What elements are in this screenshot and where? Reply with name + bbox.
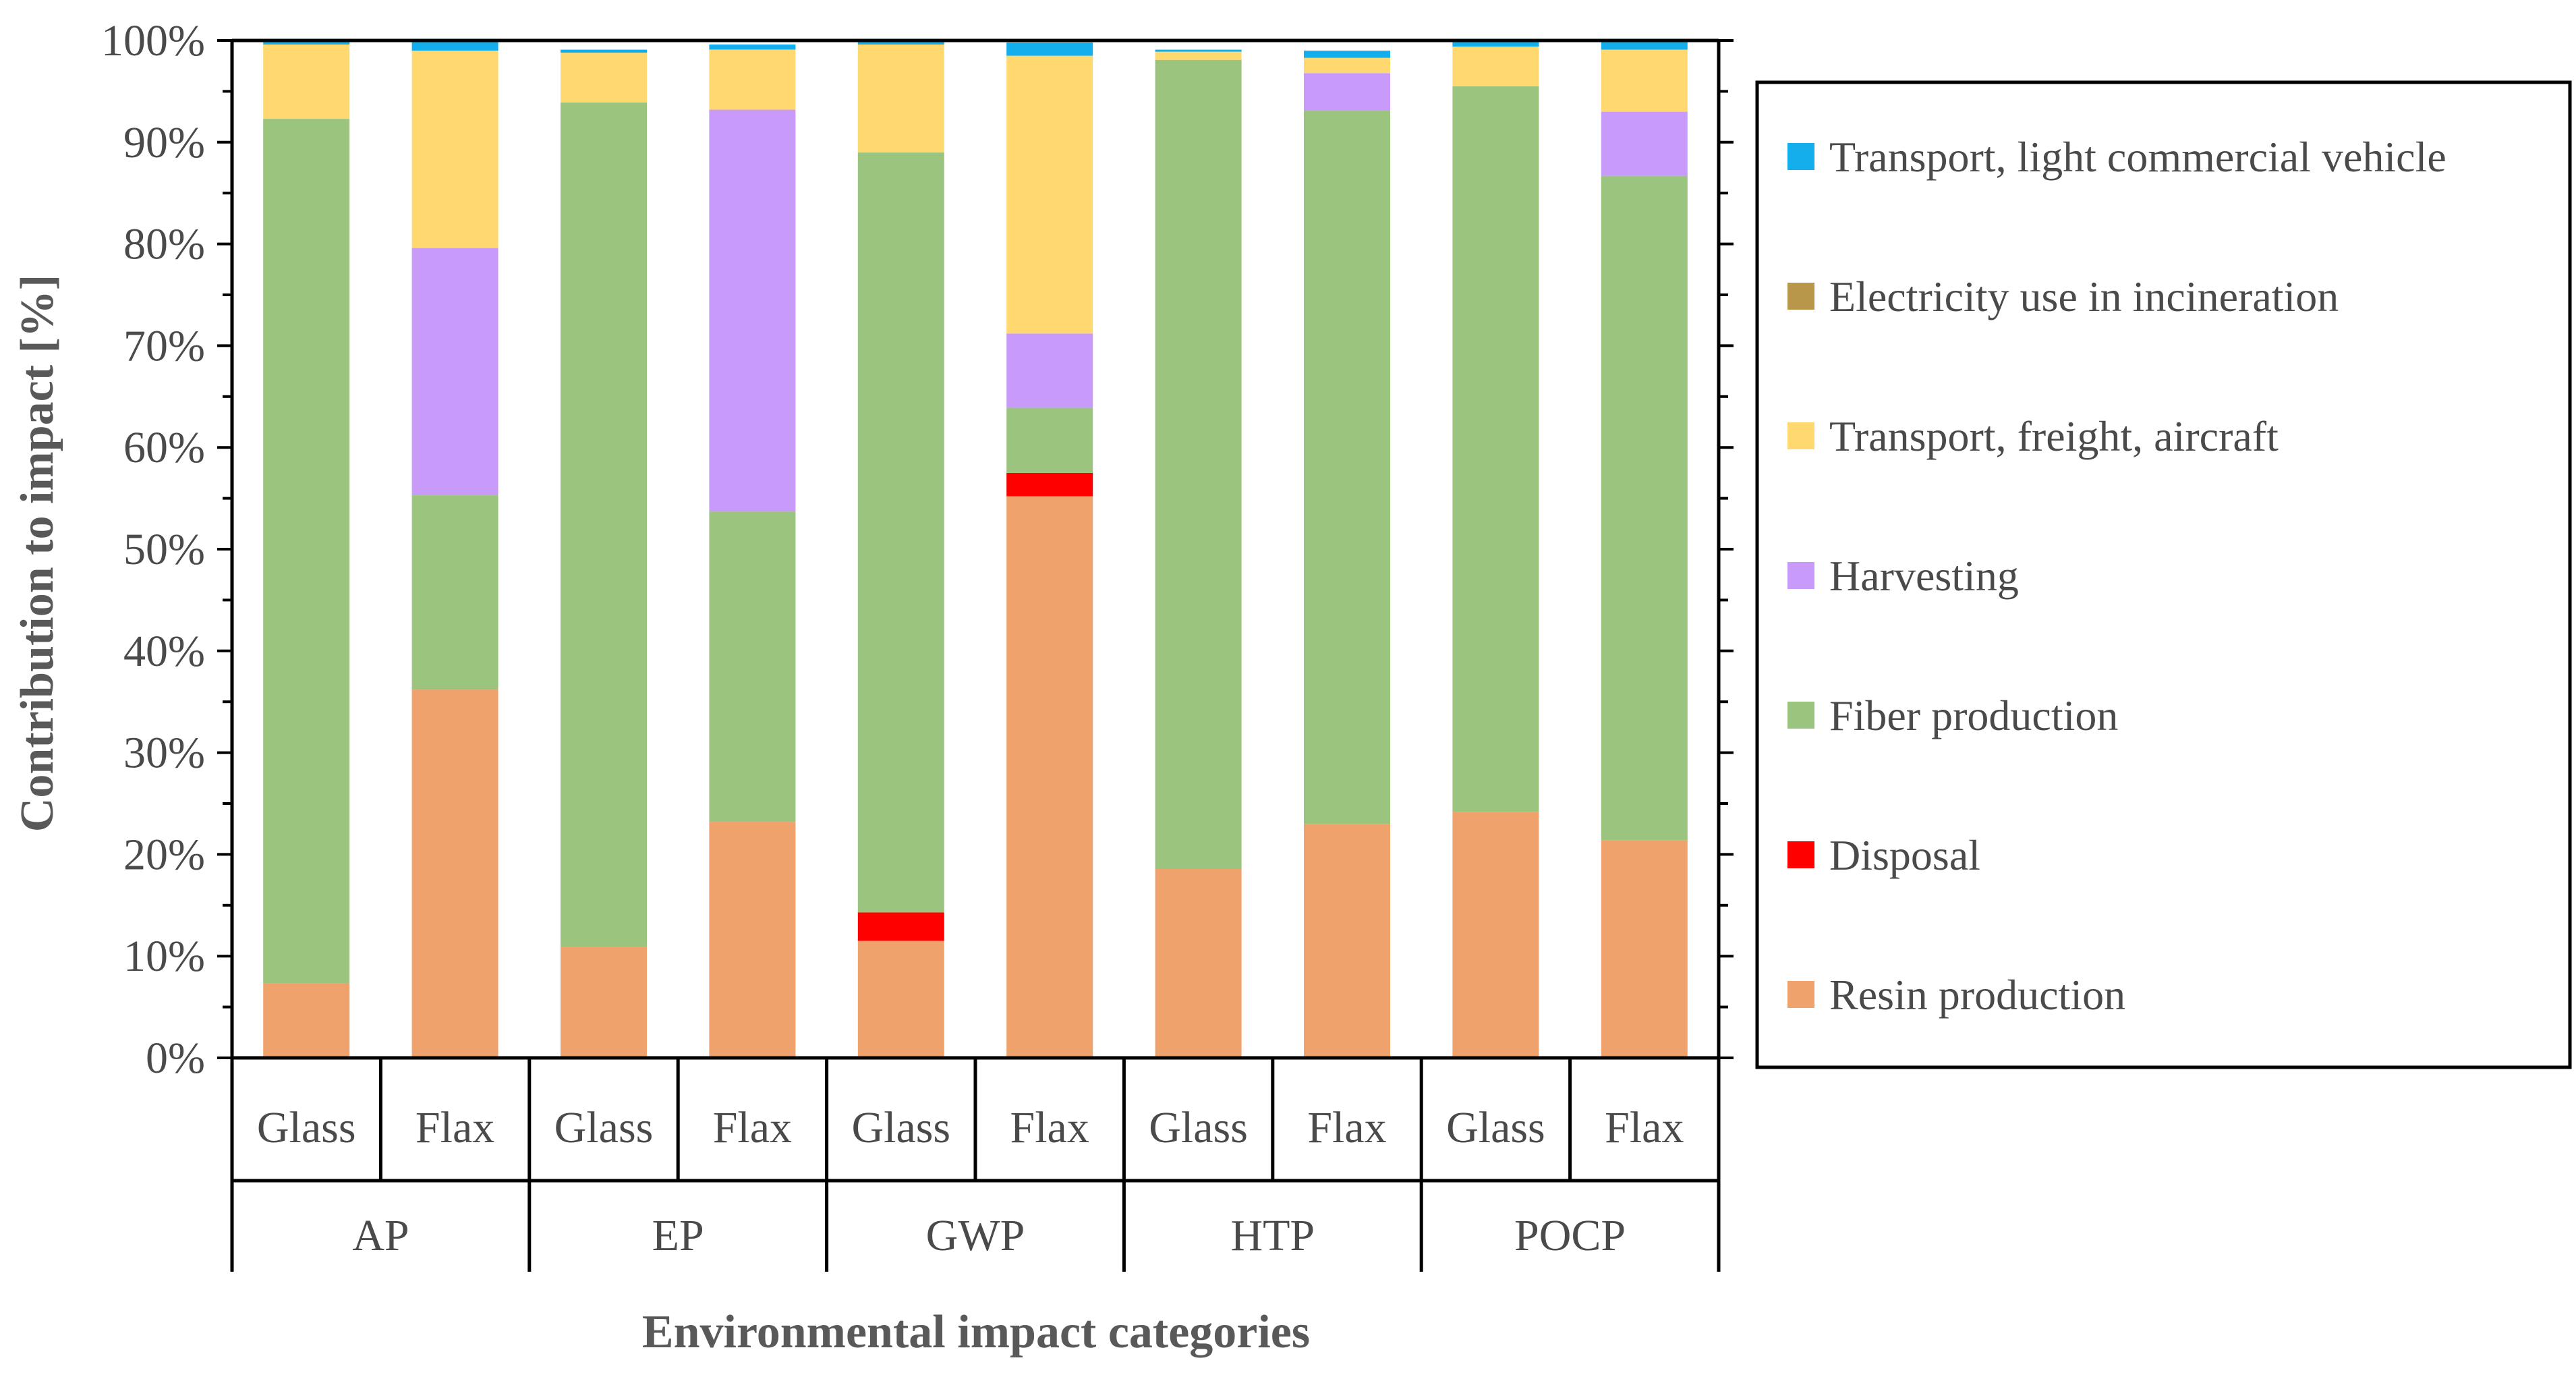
legend-frame — [1755, 80, 2572, 1069]
bar-segment-ap-glass-s2 — [263, 119, 350, 984]
y-tick-label-10: 100% — [101, 16, 205, 65]
legend-label-0: Transport, light commercial vehicle — [1829, 133, 2446, 181]
group-label-ep: EP — [652, 1211, 704, 1260]
legend-label-2: Transport, freight, aircraft — [1829, 412, 2279, 460]
bar-segment-pocp-glass-s0 — [1452, 812, 1539, 1058]
axes-layer — [217, 38, 1734, 1272]
bar-segment-pocp-glass-s6 — [1452, 40, 1539, 47]
y-axis-title: Contribution to impact [%] — [11, 275, 63, 832]
bar-segment-pocp-flax-s3 — [1601, 111, 1688, 176]
bar-segment-gwp-flax-s1 — [1006, 472, 1093, 497]
legend-swatch-0 — [1787, 143, 1814, 170]
bar-segment-htp-flax-s6 — [1304, 51, 1390, 58]
legend-swatch-6 — [1787, 981, 1814, 1008]
legend: Transport, light commercial vehicle Elect… — [1755, 80, 2572, 1069]
y-tick-label-0: 0% — [146, 1034, 205, 1083]
bar-segment-ap-flax-s4 — [411, 51, 498, 248]
bar-segment-htp-glass-s0 — [1155, 868, 1242, 1058]
bar-segment-gwp-glass-s2 — [857, 152, 944, 913]
y-tick-label-5: 50% — [123, 525, 205, 574]
bar-segment-htp-flax-s0 — [1304, 824, 1390, 1058]
group-label-ap: AP — [352, 1211, 409, 1260]
legend-swatch-1 — [1787, 283, 1814, 310]
legend-swatch-5 — [1787, 841, 1814, 868]
labels-layer: 0% 10% 20% 30% 40% 50% 60% 70% 80% 90% 100% Glass Fl… — [101, 16, 1684, 1260]
bar-segment-ap-flax-s6 — [411, 40, 498, 51]
category-label-2: Glass — [554, 1103, 654, 1152]
bar-segment-ep-flax-s6 — [709, 45, 796, 50]
x-axis-title: Environmental impact categories — [642, 1306, 1310, 1358]
bars-layer — [263, 40, 1688, 1058]
y-tick-label-1: 10% — [123, 932, 205, 981]
bar-segment-ap-glass-s4 — [263, 45, 350, 119]
category-label-5: Flax — [1010, 1103, 1089, 1152]
group-label-gwp: GWP — [926, 1211, 1025, 1260]
category-label-8: Glass — [1446, 1103, 1545, 1152]
y-tick-label-3: 30% — [123, 729, 205, 778]
bar-segment-gwp-glass-s0 — [857, 940, 944, 1058]
bar-segment-htp-glass-s6 — [1155, 49, 1242, 52]
legend-swatch-3 — [1787, 562, 1814, 589]
bar-segment-pocp-flax-s4 — [1601, 49, 1688, 112]
bar-segment-htp-flax-s2 — [1304, 111, 1390, 824]
group-label-pocp: POCP — [1514, 1211, 1626, 1260]
bar-segment-ep-flax-s2 — [709, 511, 796, 822]
bar-segment-ep-flax-s4 — [709, 49, 796, 110]
y-tick-label-4: 40% — [123, 627, 205, 676]
category-label-9: Flax — [1605, 1103, 1684, 1152]
y-tick-label-8: 80% — [123, 220, 205, 269]
bar-segment-htp-flax-s3 — [1304, 73, 1390, 111]
bar-segment-gwp-glass-s6 — [857, 40, 944, 45]
bar-segment-ap-glass-s0 — [263, 983, 350, 1058]
bar-segment-htp-glass-s4 — [1155, 51, 1242, 60]
y-tick-label-2: 20% — [123, 830, 205, 879]
bar-segment-htp-flax-s4 — [1304, 57, 1390, 74]
bar-segment-ep-glass-s4 — [561, 53, 647, 103]
bar-segment-gwp-flax-s4 — [1006, 55, 1093, 334]
bar-segment-htp-glass-s2 — [1155, 59, 1242, 869]
bar-segment-pocp-flax-s6 — [1601, 40, 1688, 50]
bar-segment-gwp-glass-s1 — [857, 912, 944, 941]
y-tick-label-9: 90% — [123, 118, 205, 167]
group-label-htp: HTP — [1230, 1211, 1315, 1260]
category-label-7: Flax — [1307, 1103, 1386, 1152]
bar-segment-ap-flax-s0 — [411, 690, 498, 1058]
bar-segment-ap-glass-s6 — [263, 40, 350, 45]
bar-segment-ep-glass-s6 — [561, 49, 647, 53]
bar-segment-gwp-flax-s0 — [1006, 496, 1093, 1058]
bar-segment-pocp-flax-s2 — [1601, 175, 1688, 841]
category-label-3: Flax — [713, 1103, 792, 1152]
bar-segment-pocp-flax-s0 — [1601, 840, 1688, 1058]
bar-segment-ap-flax-s2 — [411, 495, 498, 690]
legend-swatch-2 — [1787, 422, 1814, 449]
bar-segment-ep-glass-s0 — [561, 947, 647, 1058]
legend-swatch-4 — [1787, 702, 1814, 729]
category-label-4: Glass — [851, 1103, 950, 1152]
bar-segment-gwp-flax-s2 — [1006, 407, 1093, 473]
bar-segment-pocp-glass-s2 — [1452, 86, 1539, 812]
y-tick-label-7: 70% — [123, 321, 205, 370]
category-label-1: Flax — [416, 1103, 494, 1152]
bar-segment-ep-flax-s3 — [709, 109, 796, 512]
legend-label-1: Electricity use in incineration — [1829, 273, 2339, 320]
category-label-6: Glass — [1149, 1103, 1248, 1152]
category-label-0: Glass — [257, 1103, 356, 1152]
bar-segment-ep-flax-s0 — [709, 822, 796, 1058]
legend-label-3: Harvesting — [1829, 552, 2019, 600]
legend-label-4: Fiber production — [1829, 692, 2118, 739]
bar-segment-ap-flax-s3 — [411, 248, 498, 495]
bar-segment-gwp-flax-s6 — [1006, 43, 1093, 56]
bar-segment-gwp-glass-s4 — [857, 45, 944, 152]
legend-label-6: Resin production — [1829, 971, 2125, 1019]
bar-segment-ep-glass-s2 — [561, 103, 647, 947]
bar-segment-pocp-glass-s4 — [1452, 47, 1539, 86]
legend-label-5: Disposal — [1829, 831, 1980, 879]
y-tick-label-6: 60% — [123, 423, 205, 472]
bar-segment-gwp-flax-s3 — [1006, 333, 1093, 408]
